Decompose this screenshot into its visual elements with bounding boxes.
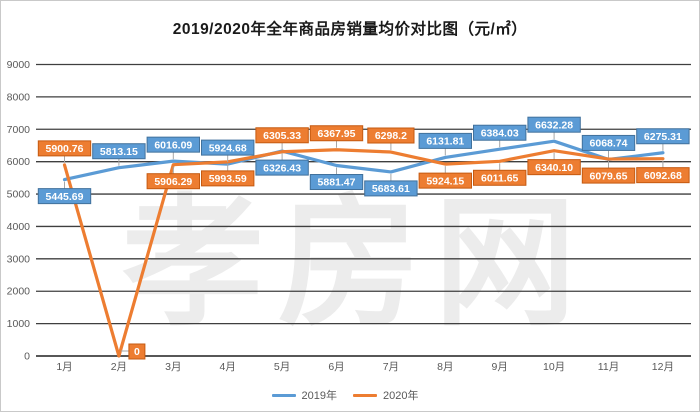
data-label-box (418, 172, 473, 189)
data-label: 5906.29 (154, 176, 192, 188)
data-label-box (255, 159, 309, 176)
data-label-box (37, 188, 92, 205)
y-axis-tick-label: 7000 (7, 124, 31, 136)
data-label: 6092.68 (644, 170, 682, 182)
x-axis-tick-label: 12月 (652, 361, 674, 373)
y-axis-tick-label: 2000 (7, 286, 31, 298)
data-label: 5900.76 (46, 143, 84, 155)
data-label-box (364, 180, 418, 197)
data-label-box (473, 169, 527, 186)
legend: 2019年 2020年 (1, 387, 699, 403)
x-axis-tick-labels: 1月 2月 3月 4月 5月 6月 7月 8月 9月 10月 11月 12月 (56, 361, 674, 373)
data-label: 6340.10 (535, 162, 573, 174)
data-label: 6326.43 (263, 162, 301, 174)
x-axis-tick-label: 8月 (437, 361, 453, 373)
y-axis-tick-label: 8000 (7, 91, 31, 103)
x-axis-tick-label: 4月 (220, 361, 236, 373)
data-label: 5993.59 (209, 173, 247, 185)
data-label: 6298.2 (375, 130, 407, 142)
x-axis-tick-label: 5月 (274, 361, 290, 373)
data-label-box (146, 136, 201, 153)
data-label-box (255, 127, 309, 144)
data-label: 5881.47 (318, 177, 356, 189)
data-label-box (418, 132, 473, 149)
x-axis-tick-label: 3月 (165, 361, 181, 373)
y-axis-tick-label: 9000 (7, 59, 31, 71)
data-label-box (636, 167, 690, 184)
legend-swatch-2019 (271, 393, 296, 397)
y-axis-tick-label: 5000 (7, 189, 31, 201)
watermark: 孝房网 (122, 184, 590, 343)
data-label: 6632.28 (535, 119, 573, 131)
data-label-box (201, 139, 255, 156)
data-label: 6011.65 (481, 172, 519, 184)
data-labels-2020年: 5900.76 0 5906.29 5993.59 6305.33 6367.95 6298… (37, 125, 690, 360)
data-label-box (309, 125, 364, 142)
data-label-box (146, 173, 201, 190)
x-axis-tick-label: 9月 (492, 361, 508, 373)
data-label: 6367.95 (318, 128, 356, 140)
gridlines (36, 63, 691, 357)
data-label-box (636, 128, 690, 145)
data-label: 5924.68 (209, 142, 247, 154)
data-label: 6275.31 (644, 131, 682, 143)
data-label: 5813.15 (100, 146, 138, 158)
data-label: 5683.61 (372, 183, 410, 195)
y-axis-tick-label: 1000 (7, 318, 31, 330)
data-label: 5445.69 (46, 191, 84, 203)
data-label-box (201, 170, 255, 187)
y-axis-tick-label: 0 (24, 351, 30, 363)
data-label-box (128, 343, 146, 360)
x-axis-tick-label: 2月 (111, 361, 127, 373)
data-label: 6384.03 (481, 127, 519, 139)
data-label-box (367, 127, 415, 144)
y-axis-tick-label: 6000 (7, 156, 31, 168)
data-label-box (37, 140, 92, 157)
data-label: 6068.74 (590, 138, 628, 150)
series-line-2019年 (62, 139, 665, 182)
legend-label-2020: 2020年 (383, 390, 419, 402)
x-axis-tick-label: 1月 (56, 361, 72, 373)
x-axis-tick-label: 10月 (543, 361, 565, 373)
data-label: 6305.33 (263, 130, 301, 142)
x-axis-tick-label: 6月 (328, 361, 344, 373)
data-label: 6131.81 (426, 136, 464, 148)
x-axis-tick-label: 7月 (383, 361, 399, 373)
data-label-box (527, 159, 581, 176)
data-label: 5924.15 (426, 175, 464, 187)
x-axis-tick-label: 11月 (598, 361, 619, 373)
data-label-box (581, 167, 636, 184)
data-labels-2019年: 5445.69 5813.15 6016.09 5924.68 6326.43 5881.… (37, 116, 690, 205)
data-label: 6016.09 (154, 139, 192, 151)
data-label-box (581, 134, 636, 151)
y-axis-tick-labels: 0 1000 2000 3000 4000 5000 6000 7000 8000 9000 (7, 59, 31, 363)
data-label-box (527, 116, 581, 133)
legend-swatch-2020 (353, 393, 377, 397)
chart-title: 2019/2020年全年商品房销量均价对比图（元/㎡） (172, 21, 528, 38)
series-line-2020年 (62, 148, 665, 358)
data-label-box (92, 143, 146, 160)
y-axis-tick-label: 4000 (7, 221, 31, 233)
data-label: 6079.65 (590, 170, 628, 182)
data-label: 0 (134, 346, 140, 358)
legend-label-2019: 2019年 (301, 390, 337, 402)
data-label-box (473, 124, 527, 141)
data-label-box (309, 174, 364, 191)
y-axis-tick-label: 3000 (7, 253, 31, 265)
